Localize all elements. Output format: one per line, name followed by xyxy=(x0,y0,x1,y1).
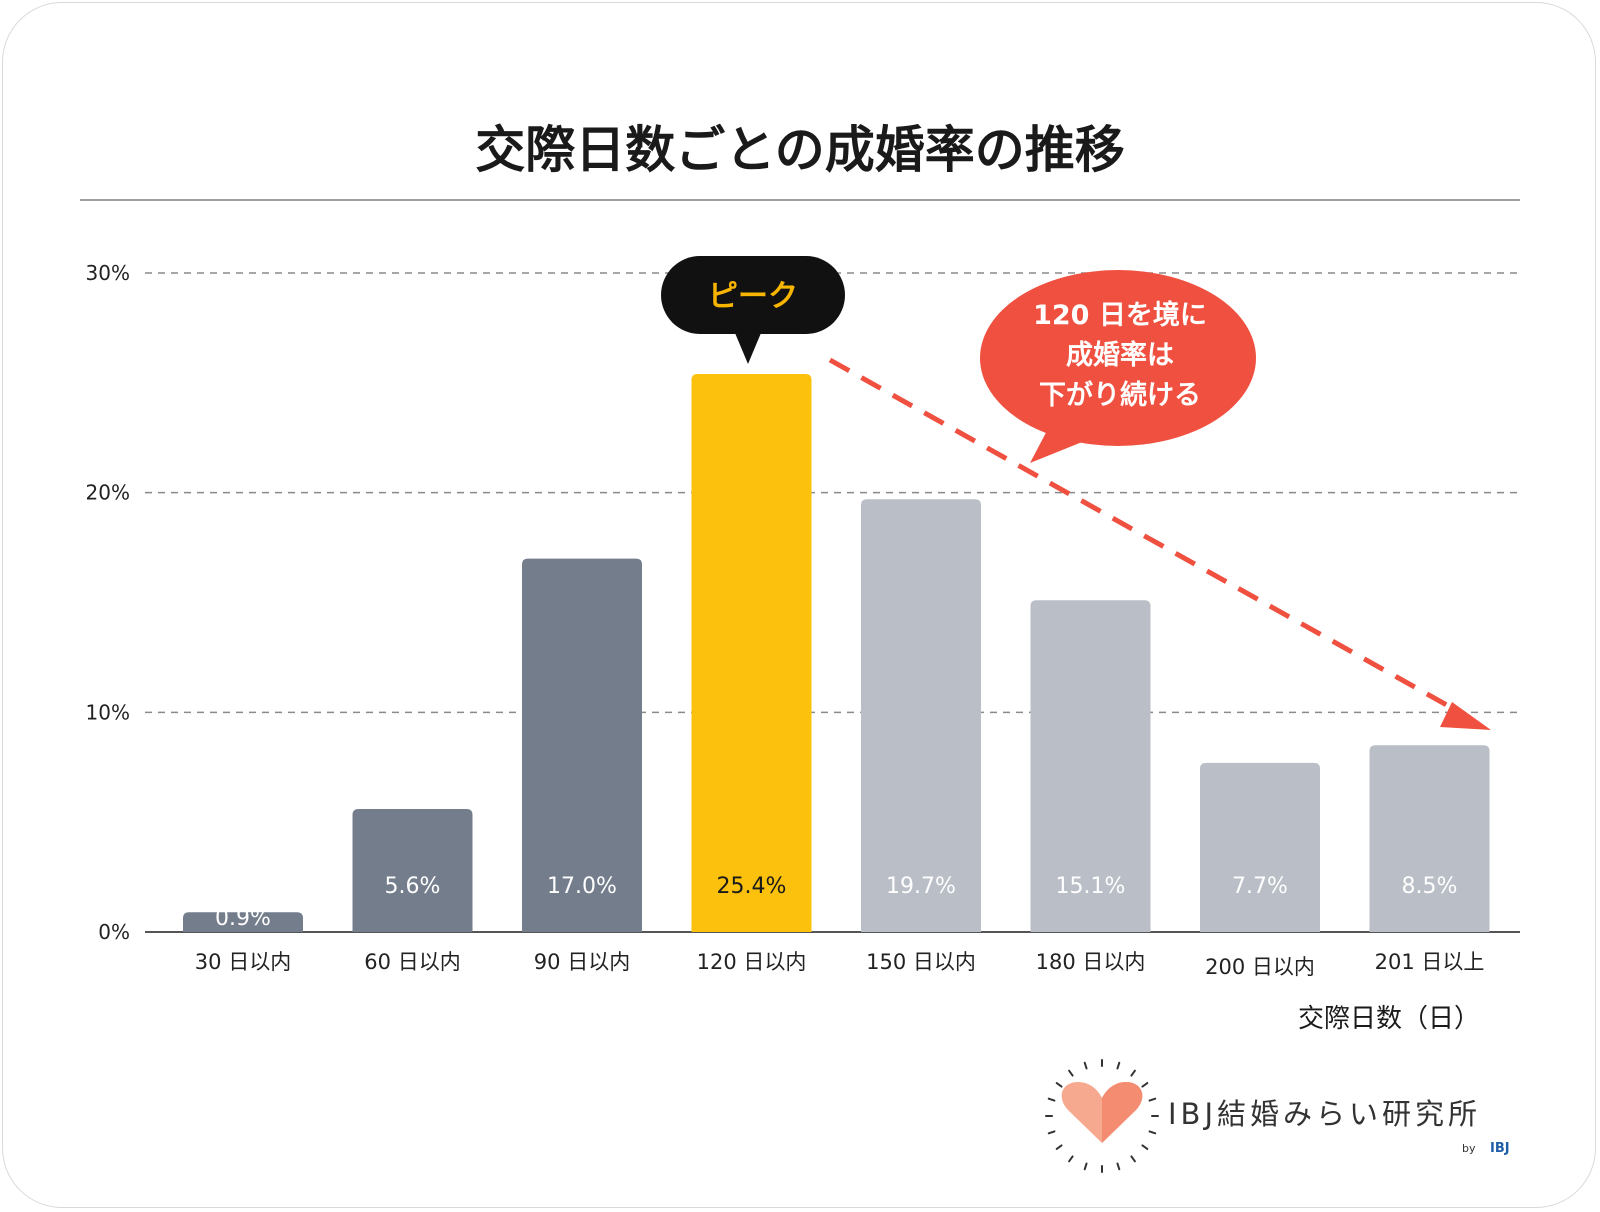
gridlines xyxy=(145,272,1520,714)
sunburst-ray xyxy=(1141,1082,1149,1088)
sunburst-ray xyxy=(1083,1061,1088,1070)
speech-bubble-tail xyxy=(1030,425,1092,463)
peak-callout-bubble xyxy=(661,256,845,334)
y-axis-ticks: 0% 10% 20% 30% xyxy=(86,261,130,944)
bars: 0.9% 5.6% 17.0% 25.4% 19.7% 15.1% 7.7% 8.5% xyxy=(183,374,1490,933)
x-tick-label: 30 日以内 xyxy=(195,950,291,974)
sunburst-ray xyxy=(1148,1097,1157,1102)
x-tick-label: 150 日以内 xyxy=(866,950,976,974)
sunburst-ray xyxy=(1116,1061,1121,1070)
sunburst-ray xyxy=(1068,1069,1074,1077)
x-tick-label: 60 日以内 xyxy=(364,950,460,974)
bar-value-label: 17.0% xyxy=(547,874,617,899)
x-tick-label: 201 日以上 xyxy=(1375,950,1485,974)
peak-callout-pointer xyxy=(735,333,761,364)
bar xyxy=(1200,762,1320,932)
bar-value-label: 25.4% xyxy=(717,874,787,899)
bar xyxy=(861,499,981,932)
brand-name: IBJ結婚みらい研究所 xyxy=(1168,1097,1481,1131)
logo-sunburst-icon xyxy=(1045,1059,1159,1173)
speech-bubble-body xyxy=(980,270,1256,446)
bar-value-label: 19.7% xyxy=(886,874,956,899)
bar-value-label: 5.6% xyxy=(385,874,441,899)
bar-value-label: 15.1% xyxy=(1056,874,1126,899)
bar xyxy=(1030,600,1151,932)
peak-callout-label: ピーク xyxy=(708,279,798,314)
y-tick-label: 20% xyxy=(86,481,130,505)
bar-value-label: 7.7% xyxy=(1232,874,1288,899)
x-tick-label: 120 日以内 xyxy=(697,950,807,974)
brand-by: by xyxy=(1462,1142,1476,1155)
x-tick-label: 180 日以内 xyxy=(1036,950,1146,974)
heart-shade-icon xyxy=(1102,1082,1143,1143)
bar xyxy=(1369,745,1490,932)
bar-value-label: 8.5% xyxy=(1402,874,1458,899)
y-tick-label: 0% xyxy=(98,920,130,944)
peak-callout: ピーク xyxy=(661,256,845,364)
sunburst-ray xyxy=(1148,1130,1157,1135)
bubble-line-2: 成婚率は xyxy=(1066,339,1174,371)
x-tick-label: 90 日以内 xyxy=(534,950,630,974)
trend-arrow-head xyxy=(1440,702,1491,730)
bar-value-label: 0.9% xyxy=(215,906,271,931)
brand-logo: IBJ結婚みらい研究所 by IBJ xyxy=(1045,1059,1510,1173)
bar xyxy=(352,808,473,932)
category-labels: 30 日以内 60 日以内 90 日以内 120 日以内 150 日以内 180 日以内 2… xyxy=(195,950,1485,979)
bubble-line-1: 120 日を境に xyxy=(1033,300,1207,331)
bar xyxy=(183,912,303,932)
x-tick-label: 200 日以内 xyxy=(1205,955,1315,979)
sunburst-ray xyxy=(1130,1069,1136,1077)
y-tick-label: 30% xyxy=(86,261,130,285)
sunburst-ray xyxy=(1083,1162,1088,1171)
bar xyxy=(691,374,812,933)
sunburst-ray xyxy=(1055,1144,1063,1150)
sunburst-ray xyxy=(1047,1097,1056,1102)
bar xyxy=(522,558,642,932)
sunburst-ray xyxy=(1116,1162,1121,1171)
sunburst-ray xyxy=(1130,1155,1136,1163)
x-axis-label: 交際日数（日） xyxy=(1298,1004,1480,1034)
sunburst-ray xyxy=(1141,1144,1149,1150)
sunburst-ray xyxy=(1068,1155,1074,1163)
y-tick-label: 10% xyxy=(86,700,130,724)
sunburst-ray xyxy=(1055,1082,1063,1088)
trend-speech-bubble: 120 日を境に 成婚率は 下がり続ける xyxy=(980,270,1256,463)
sunburst-ray xyxy=(1047,1130,1056,1135)
chart-title: 交際日数ごとの成婚率の推移 xyxy=(475,121,1125,179)
trend-arrow-line xyxy=(828,357,1472,721)
bubble-line-3: 下がり続ける xyxy=(1039,379,1201,411)
brand-by-ibj: IBJ xyxy=(1490,1141,1510,1156)
